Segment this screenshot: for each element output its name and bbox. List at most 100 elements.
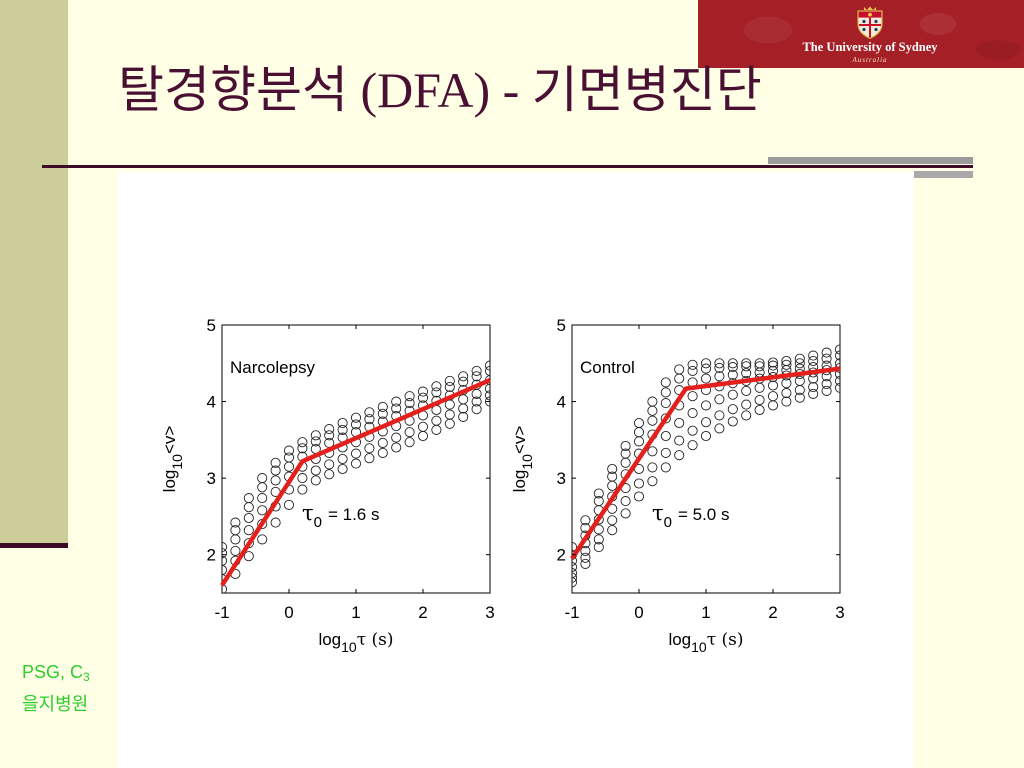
data-point	[808, 388, 819, 399]
data-point	[674, 450, 685, 461]
y-tick-label: 4	[207, 393, 216, 412]
tau-symbol: τ	[652, 501, 664, 525]
y-tick-label: 2	[557, 546, 566, 565]
data-point	[270, 517, 281, 528]
data-point	[417, 386, 429, 397]
data-point	[741, 385, 752, 396]
data-point	[297, 473, 308, 484]
data-point	[767, 380, 779, 391]
y-axis-label-prefix: log	[510, 470, 529, 493]
data-point	[714, 423, 725, 434]
data-point	[257, 493, 268, 504]
data-point	[741, 410, 752, 421]
data-point	[324, 459, 335, 470]
data-point	[364, 407, 375, 418]
data-point	[834, 344, 840, 355]
data-point	[727, 389, 738, 400]
data-point	[350, 458, 362, 469]
data-point	[607, 480, 618, 491]
data-point	[834, 368, 840, 380]
data-point	[700, 417, 712, 428]
data-point	[647, 462, 658, 473]
data-point	[222, 548, 228, 559]
data-point	[741, 399, 752, 410]
data-point	[714, 394, 725, 405]
y-axis-label-subscript: 10	[169, 454, 185, 470]
y-tick-label: 5	[207, 316, 216, 335]
y-axis-label-prefix: log	[160, 470, 179, 493]
crossover-label: τ0 = 1.6 s	[302, 501, 379, 531]
data-point	[572, 561, 578, 573]
side-band-rule	[0, 543, 68, 548]
data-point	[687, 425, 698, 436]
x-tick-label: 1	[701, 603, 710, 622]
y-tick-label: 4	[557, 393, 566, 412]
data-point	[687, 440, 698, 451]
data-point	[687, 408, 698, 419]
data-point	[821, 347, 832, 358]
data-point	[283, 452, 295, 463]
x-tick-label: 1	[351, 603, 360, 622]
fit-line	[570, 366, 841, 560]
data-point	[243, 512, 254, 524]
data-point	[431, 415, 442, 426]
data-point	[767, 400, 779, 411]
data-point	[243, 551, 254, 562]
data-point	[458, 376, 469, 387]
data-point	[364, 443, 375, 454]
data-point	[700, 400, 712, 411]
data-point	[647, 446, 658, 457]
data-point	[297, 437, 308, 448]
data-point	[230, 517, 241, 528]
data-point	[620, 508, 631, 519]
data-point	[620, 496, 631, 507]
data-point	[484, 390, 490, 401]
footnote-subscript: 3	[83, 670, 90, 684]
data-series	[572, 375, 840, 583]
tau-value: = 1.6 s	[328, 505, 380, 524]
data-point	[593, 534, 604, 545]
data-point	[580, 545, 591, 556]
data-point	[222, 542, 228, 553]
data-point	[580, 552, 591, 563]
y-tick-label: 3	[207, 469, 216, 488]
data-point	[767, 357, 779, 368]
data-point	[270, 475, 281, 486]
data-point	[297, 443, 308, 454]
x-axis-label-prefix: log	[668, 630, 691, 649]
x-tick-label: 2	[768, 603, 777, 622]
side-band	[0, 0, 68, 545]
data-point	[283, 445, 295, 456]
data-point	[350, 448, 362, 459]
data-point	[741, 361, 752, 372]
data-point	[310, 436, 321, 447]
data-point	[471, 371, 482, 382]
data-point	[821, 385, 832, 396]
data-point	[607, 525, 618, 536]
x-axis-label-suffix: τ (s)	[707, 630, 744, 650]
data-series	[572, 368, 840, 579]
data-point	[607, 515, 618, 526]
tau-symbol: τ	[302, 501, 314, 525]
data-point	[647, 405, 658, 416]
university-crest-icon	[857, 6, 883, 40]
data-point	[484, 360, 490, 371]
data-point	[660, 413, 671, 424]
y-tick-label: 2	[207, 546, 216, 565]
data-point	[821, 353, 832, 364]
data-point	[794, 353, 805, 364]
data-point	[727, 416, 738, 427]
title-rule	[42, 165, 973, 168]
data-point	[230, 525, 241, 536]
footnote: PSG, C3 을지병원	[22, 656, 118, 720]
data-point	[484, 396, 490, 407]
data-point	[471, 365, 482, 376]
data-point	[471, 396, 482, 407]
data-point	[808, 381, 819, 393]
x-axis-label: log10τ (s)	[668, 630, 743, 655]
data-point	[808, 355, 819, 367]
y-axis-label: log10<v>	[510, 426, 535, 493]
y-tick-label: 3	[557, 469, 566, 488]
data-series	[222, 360, 490, 553]
data-point	[364, 453, 375, 464]
